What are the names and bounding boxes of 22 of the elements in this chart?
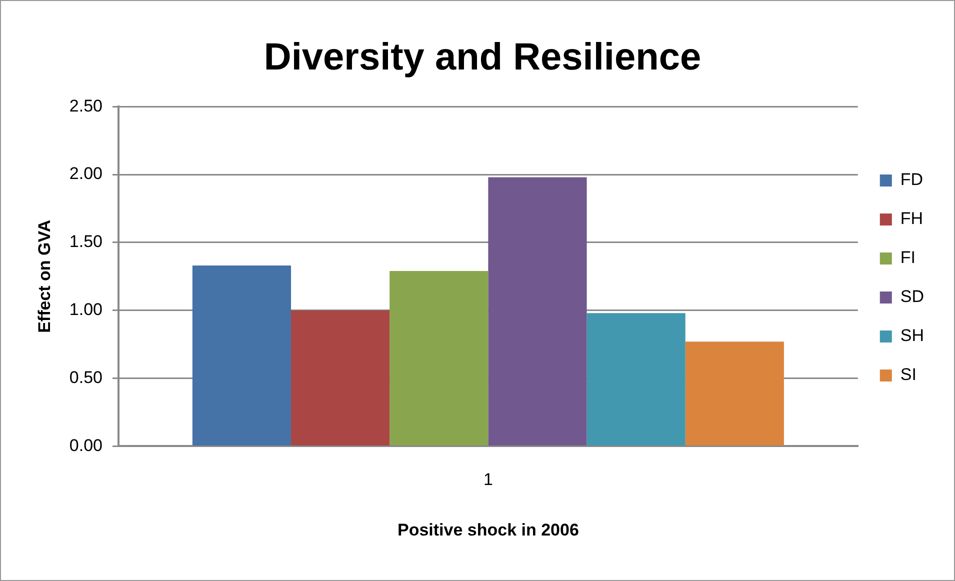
- y-tick-label: 2.00: [69, 164, 102, 184]
- y-tick-label: 0.50: [69, 368, 102, 387]
- y-axis-title: Effect on GVA: [34, 220, 54, 333]
- bar: [291, 310, 390, 446]
- bar: [586, 313, 686, 446]
- y-tick-label: 1.50: [69, 232, 102, 252]
- legend-label: FH: [900, 209, 924, 228]
- x-tick-label: 1: [483, 470, 493, 490]
- y-tick-label: 2.50: [69, 96, 102, 116]
- bar: [192, 266, 292, 446]
- legend-label: SD: [900, 287, 924, 306]
- y-tick-label: 1.00: [69, 300, 102, 320]
- y-tick-label: 0.00: [69, 436, 102, 455]
- bar: [685, 342, 784, 446]
- legend-label: FD: [900, 170, 924, 190]
- bar: [390, 270, 488, 446]
- x-axis-title: Positive shock in 2006: [397, 520, 579, 540]
- legend-label: FI: [900, 248, 916, 268]
- legend-label: SI: [900, 365, 916, 384]
- chart-title: Diversity and Resilience: [264, 36, 702, 78]
- legend-label: SH: [900, 326, 924, 346]
- bar: [488, 177, 587, 446]
